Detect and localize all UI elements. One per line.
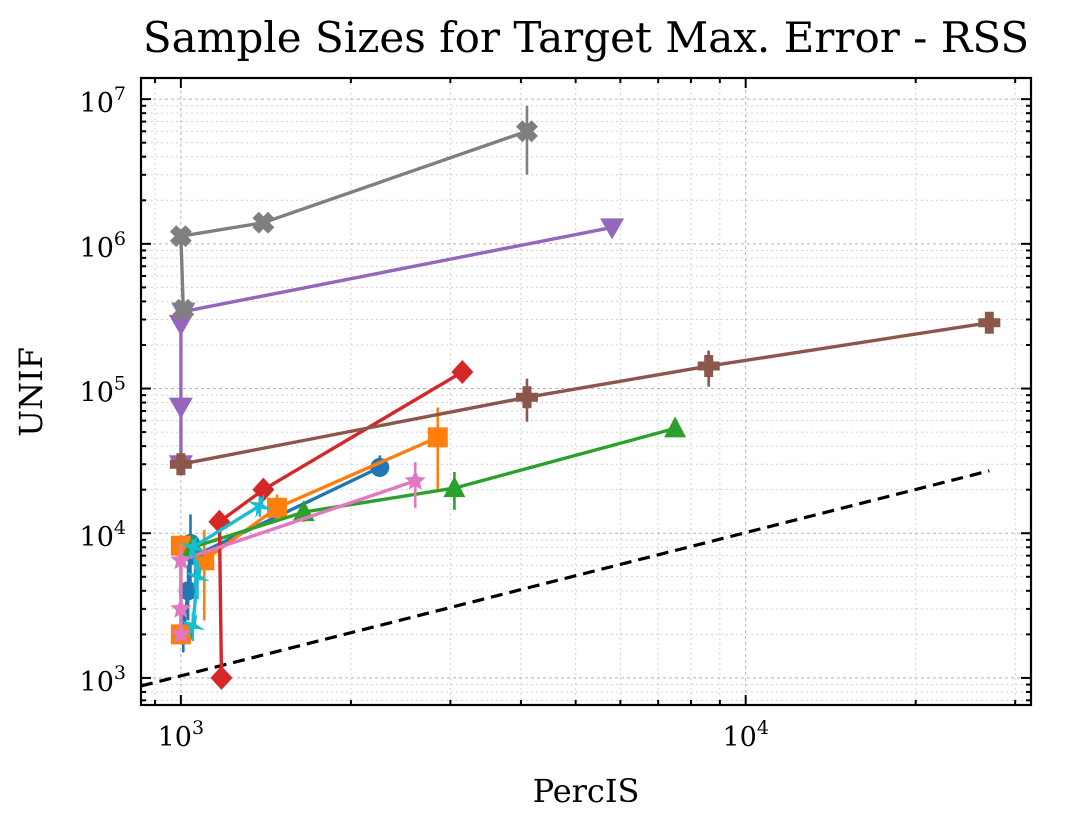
y-axis-label: UNIF [12,347,50,437]
series-line [179,129,528,310]
data-point [427,427,448,448]
data-point [172,298,195,321]
data-point [170,623,192,644]
y-tick-label: 104 [80,517,126,553]
data-point [169,225,192,248]
data-point [170,549,192,570]
data-point [443,476,466,498]
y-tick-label: 103 [80,662,126,698]
x-axis-label: PercIS [533,772,640,810]
y-tick-label: 107 [80,83,126,119]
data-point [370,457,390,477]
data-point [978,311,1001,334]
data-point [168,314,193,336]
series-cyan [180,493,273,641]
data-point [180,613,206,638]
series-line [192,426,676,549]
data-point [515,386,538,409]
data-point [247,493,273,518]
series-line [179,479,416,635]
data-point [252,211,275,234]
data-point [178,581,198,601]
series-layer [168,105,1001,690]
x-tick-label: 103 [158,717,204,753]
data-point [210,665,233,690]
series-red [208,360,474,690]
series-gray [169,105,538,321]
series-line [191,504,261,626]
series-pink [170,462,426,644]
data-point [170,597,192,618]
series-line [180,321,990,466]
data-point [451,360,474,385]
grid [141,78,1031,705]
y-tick-label: 106 [80,228,126,264]
reference-line [141,469,990,688]
data-point [180,535,206,560]
data-point [252,477,275,502]
data-point [600,218,625,240]
ticks: 103 104 103 104 105 106 107 [80,78,1031,753]
data-point [168,397,193,419]
series-brown [169,311,1001,476]
data-point [185,564,210,590]
chart-title: Sample Sizes for Target Max. Error - RSS [143,13,1029,62]
y-tick-label: 105 [80,373,126,409]
data-point [697,355,720,378]
data-point [516,120,538,143]
x-tick-label: 104 [722,717,768,753]
data-point [664,416,687,438]
series-line [217,370,464,678]
plot-frame [139,76,1033,707]
data-point [267,497,288,518]
reference-line-layer [141,469,990,688]
data-point [404,469,426,490]
data-point [169,453,192,476]
